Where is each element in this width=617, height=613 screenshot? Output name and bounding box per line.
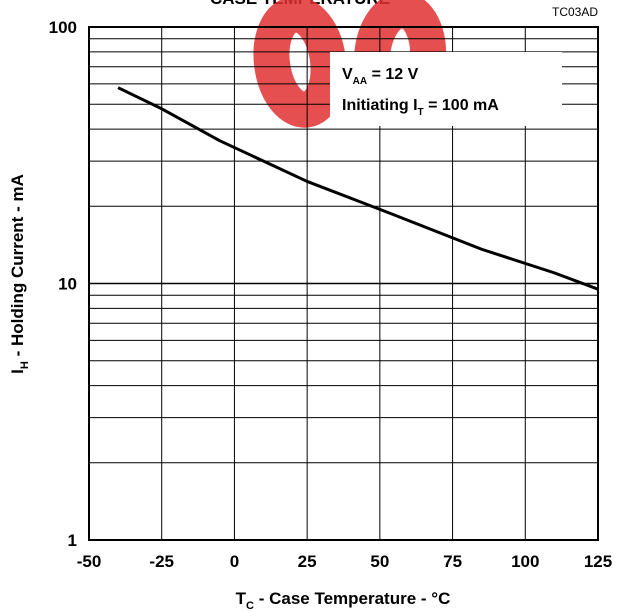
y-tick-labels: 1 10 100 (49, 18, 77, 550)
x-tick-label: 0 (230, 552, 239, 571)
figure-code: TC03AD (552, 5, 598, 19)
annotation-box (330, 52, 562, 126)
annotation-0: VAA = 12 V (342, 66, 419, 87)
x-tick-label: 75 (443, 552, 462, 571)
y-axis-label: IH - Holding Current - mA (8, 174, 31, 374)
x-tick-label: 100 (511, 552, 539, 571)
watermark-arc-0 (253, 0, 347, 128)
x-tick-labels: -50 -25 0 25 50 75 100 125 (77, 552, 612, 571)
x-tick-label: -25 (149, 552, 174, 571)
x-tick-label: 50 (370, 552, 389, 571)
annotations: VAA = 12 V Initiating IT = 100 mA (342, 66, 499, 118)
y-tick-label: 10 (58, 275, 77, 294)
y-tick-label: 1 (68, 531, 77, 550)
annotation-1: Initiating IT = 100 mA (342, 97, 499, 118)
x-tick-label: 125 (584, 552, 612, 571)
x-tick-label: -50 (77, 552, 102, 571)
x-axis-label: TC - Case Temperature - °C (236, 589, 451, 612)
series-group (117, 86, 599, 291)
plot-frame (88, 26, 599, 541)
series-line-0 (117, 86, 599, 291)
y-tick-label: 100 (49, 18, 77, 37)
x-tick-label: 25 (298, 552, 317, 571)
